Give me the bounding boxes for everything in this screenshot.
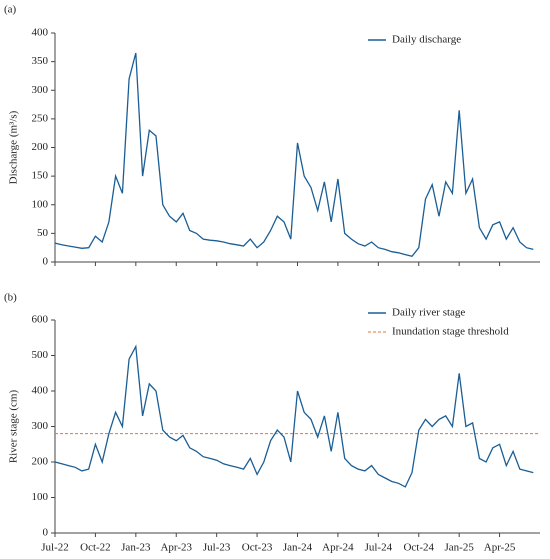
x-tick-label: Jul-24 xyxy=(365,542,393,554)
x-tick-label: Jul-23 xyxy=(203,542,231,554)
y-axis-label: Discharge (m³/s) xyxy=(8,110,20,184)
y-tick-label: 350 xyxy=(32,55,49,67)
legend-label: Inundation stage threshold xyxy=(392,326,509,338)
legend-label: Daily discharge xyxy=(392,34,461,46)
x-tick-label: Jul-22 xyxy=(41,542,69,554)
x-tick-label: Apr-24 xyxy=(322,542,354,554)
y-axis-label: River stage (cm) xyxy=(8,390,20,464)
x-tick-label: Oct-23 xyxy=(242,542,273,554)
y-tick-label: 200 xyxy=(32,456,49,468)
x-tick-label: Jan-25 xyxy=(445,542,475,554)
y-tick-label: 50 xyxy=(37,227,49,239)
y-tick-label: 300 xyxy=(32,84,49,96)
y-tick-label: 600 xyxy=(32,314,49,326)
x-tick-label: Apr-23 xyxy=(160,542,192,554)
x-tick-label: Jan-23 xyxy=(121,542,151,554)
y-tick-label: 500 xyxy=(32,349,49,361)
data-line xyxy=(54,344,534,488)
y-tick-label: 200 xyxy=(32,141,49,153)
panel-label: (a) xyxy=(4,4,17,16)
y-tick-label: 100 xyxy=(32,198,49,210)
x-tick-label: Oct-24 xyxy=(403,542,434,554)
y-tick-label: 100 xyxy=(32,491,49,503)
y-tick-label: 250 xyxy=(32,112,49,124)
x-tick-label: Apr-25 xyxy=(484,542,516,554)
panel-label: (b) xyxy=(4,292,17,304)
x-tick-label: Oct-22 xyxy=(80,542,111,554)
y-tick-label: 300 xyxy=(32,420,49,432)
y-tick-label: 400 xyxy=(32,385,49,397)
y-tick-label: 400 xyxy=(32,27,49,39)
y-tick-label: 0 xyxy=(43,256,49,268)
y-tick-label: 0 xyxy=(43,527,49,539)
data-line xyxy=(54,52,534,258)
y-tick-label: 150 xyxy=(32,170,49,182)
x-tick-label: Jan-24 xyxy=(283,542,313,554)
legend-label: Daily river stage xyxy=(392,307,465,319)
